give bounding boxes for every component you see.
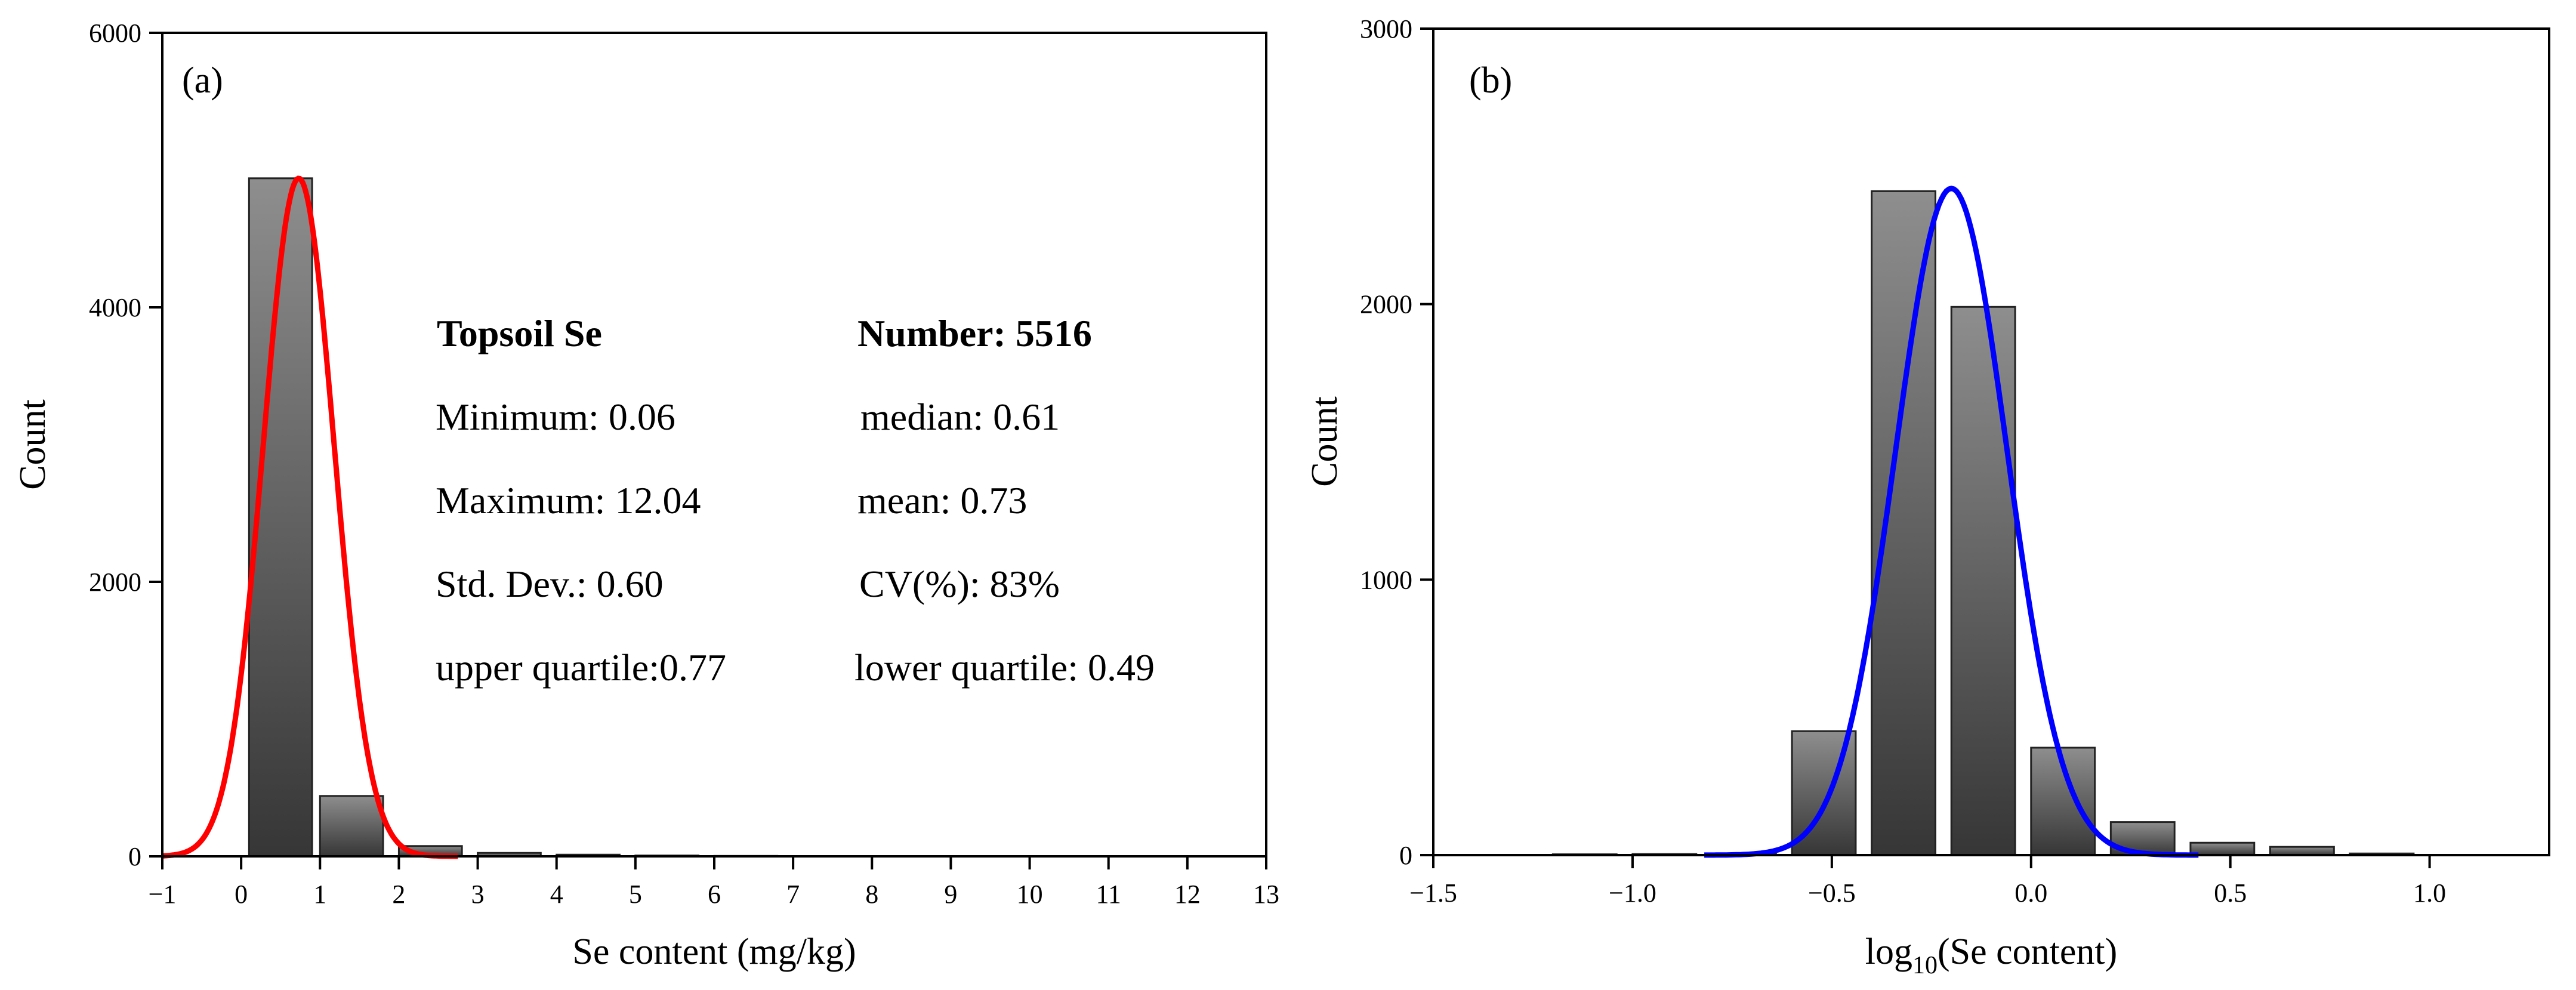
histogram-bar <box>319 795 384 858</box>
y-tick-label: 2000 <box>89 568 141 597</box>
x-tick-label: 8 <box>865 880 878 909</box>
x-tick-label: 2 <box>392 880 405 909</box>
x-tick-label: 5 <box>629 880 642 909</box>
histogram-bars-b <box>1551 190 2415 856</box>
y-tick-label: 6000 <box>89 18 141 48</box>
y-tick-label: 0 <box>128 842 141 871</box>
x-tick-label: 0.0 <box>2014 878 2047 908</box>
stats-minimum: Minimum: 0.06 <box>436 396 675 438</box>
x-axis-title-b: log10(Se content) <box>1865 932 2118 979</box>
x-axis-title-b-suffix: (Se content) <box>1938 932 2117 972</box>
stats-box-a: Topsoil Se Number: 5516 Minimum: 0.06 me… <box>436 312 1155 689</box>
stats-maximum: Maximum: 12.04 <box>436 479 701 522</box>
x-axis-ticks-a: −1 0 1 2 3 4 5 6 7 8 9 10 11 12 13 <box>149 856 1279 909</box>
histogram-bar <box>2189 841 2256 856</box>
x-axis-title-a: Se content (mg/kg) <box>572 932 856 972</box>
y-tick-label: 4000 <box>89 293 141 322</box>
stats-title-topsoil: Topsoil Se <box>437 312 602 354</box>
x-tick-label: 1 <box>313 880 326 909</box>
stats-mean: mean: 0.73 <box>857 479 1027 522</box>
panel-label-a: (a) <box>182 60 223 101</box>
x-tick-label: 0 <box>235 880 248 909</box>
x-tick-label: 11 <box>1096 880 1121 909</box>
x-tick-label: 4 <box>550 880 563 909</box>
x-tick-label: 3 <box>471 880 485 909</box>
histogram-bar <box>1871 190 1936 856</box>
plot-frame-b <box>1432 27 2550 856</box>
stats-upper-quartile: upper quartile:0.77 <box>436 646 726 689</box>
x-tick-label: −1 <box>149 880 177 909</box>
panel-label-b: (b) <box>1469 60 1512 101</box>
y-tick-label: 0 <box>1399 841 1412 870</box>
x-tick-label: 7 <box>786 880 800 909</box>
x-tick-label: −1.0 <box>1609 878 1656 908</box>
x-tick-label: 0.5 <box>2214 878 2247 908</box>
x-axis-title-b-subscript: 10 <box>1912 952 1938 979</box>
normal-fit-curve-b <box>1704 186 2199 858</box>
x-tick-label: 13 <box>1253 880 1279 909</box>
stats-lower-quartile: lower quartile: 0.49 <box>854 646 1155 689</box>
x-tick-label: 6 <box>708 880 721 909</box>
x-axis-ticks-b: −1.5 −1.0 −0.5 0.0 0.5 1.0 <box>1409 855 2446 908</box>
y-tick-label: 1000 <box>1360 565 1412 594</box>
y-axis-ticks-a: 0 2000 4000 6000 <box>89 18 162 871</box>
x-tick-label: 9 <box>944 880 957 909</box>
stats-std-dev: Std. Dev.: 0.60 <box>436 563 664 605</box>
histogram-bar <box>2269 846 2335 856</box>
plot-frame-a <box>161 32 1267 858</box>
y-axis-ticks-b: 0 1000 2000 3000 <box>1360 14 1433 870</box>
x-tick-label: −0.5 <box>1808 878 1856 908</box>
y-axis-title-a: Count <box>13 399 53 490</box>
stats-median: median: 0.61 <box>860 396 1060 438</box>
x-tick-label: −1.5 <box>1409 878 1457 908</box>
x-tick-label: 1.0 <box>2413 878 2446 908</box>
stats-cv: CV(%): 83% <box>859 563 1060 605</box>
y-tick-label: 2000 <box>1360 290 1412 319</box>
y-axis-title-b: Count <box>1304 396 1345 487</box>
x-tick-label: 12 <box>1174 880 1201 909</box>
x-axis-title-b-prefix: log <box>1865 932 1912 972</box>
y-tick-label: 3000 <box>1360 14 1412 44</box>
x-tick-label: 10 <box>1017 880 1043 909</box>
stats-number: Number: 5516 <box>857 312 1092 354</box>
normal-fit-curve-a <box>162 175 458 859</box>
histogram-bar <box>1950 306 2016 856</box>
